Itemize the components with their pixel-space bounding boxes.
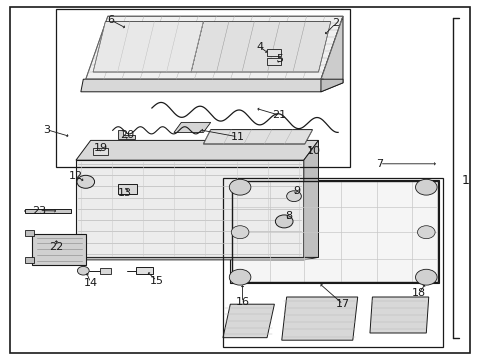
Polygon shape [118,130,135,139]
Polygon shape [76,160,304,257]
Text: 3: 3 [43,125,50,135]
Text: 16: 16 [236,297,249,307]
Polygon shape [223,304,274,338]
Bar [100,268,111,274]
Circle shape [77,175,95,188]
Bar [267,58,281,65]
Text: 15: 15 [150,276,164,286]
Circle shape [231,226,249,239]
Polygon shape [174,122,211,132]
Text: 4: 4 [256,42,263,52]
Polygon shape [32,234,86,265]
Text: 6: 6 [107,15,114,25]
Text: 1: 1 [462,174,469,186]
Polygon shape [93,22,203,72]
Polygon shape [76,140,318,160]
Text: 12: 12 [69,171,83,181]
Text: 2: 2 [332,18,339,28]
Polygon shape [86,16,343,79]
Text: 13: 13 [118,188,132,198]
Circle shape [77,266,89,275]
Text: 20: 20 [121,130,134,140]
Text: 11: 11 [231,132,245,142]
Circle shape [229,179,251,195]
Polygon shape [81,79,323,92]
Text: 8: 8 [286,211,293,221]
Bar [118,184,137,194]
Text: 7: 7 [376,159,383,169]
Text: 5: 5 [276,54,283,64]
Polygon shape [321,79,343,92]
Bar [24,209,71,213]
Text: 9: 9 [293,186,300,196]
Polygon shape [282,297,358,340]
Text: 22: 22 [49,242,64,252]
Polygon shape [74,257,318,260]
Text: 19: 19 [94,143,107,153]
Polygon shape [321,16,343,92]
Text: 14: 14 [84,278,98,288]
Circle shape [416,179,437,195]
Bar [136,267,153,274]
Bar [267,49,281,56]
Bar [232,181,438,282]
Circle shape [275,215,293,228]
Circle shape [229,269,251,285]
Polygon shape [230,180,439,283]
Bar [24,230,34,236]
Text: 10: 10 [307,146,320,156]
Bar [24,257,34,263]
Bar [56,9,350,167]
Circle shape [416,269,437,285]
Polygon shape [191,22,331,72]
Circle shape [287,191,301,202]
Bar [93,148,108,155]
Polygon shape [203,130,313,144]
Text: 18: 18 [412,288,426,298]
Text: 17: 17 [336,299,350,309]
Bar [223,178,443,347]
Polygon shape [370,297,429,333]
Text: 21: 21 [272,110,286,120]
Text: 23: 23 [32,206,46,216]
Circle shape [417,226,435,239]
Polygon shape [304,140,318,257]
